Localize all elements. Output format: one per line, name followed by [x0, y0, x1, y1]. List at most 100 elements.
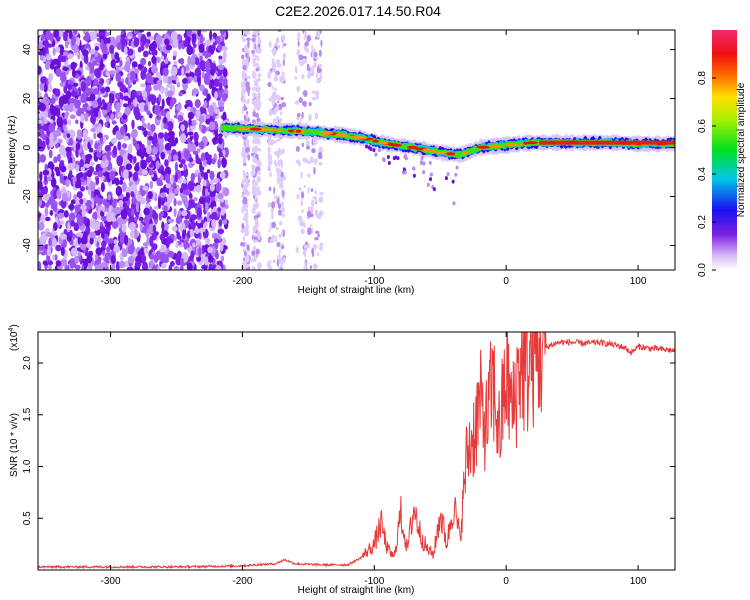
spectral-blob	[444, 176, 448, 181]
spectral-blob	[308, 114, 312, 121]
top-x-tick-label: -200	[232, 276, 252, 287]
spectral-blob	[141, 169, 148, 176]
spectral-blob	[306, 160, 312, 165]
spectral-blob	[314, 112, 319, 120]
spectral-blob	[214, 91, 218, 100]
spectral-blob	[304, 30, 308, 38]
spectral-blob	[280, 213, 286, 218]
spectral-blob	[301, 209, 304, 213]
spectral-blob	[159, 192, 167, 198]
spectral-blob	[93, 106, 100, 118]
spectral-blob	[45, 60, 51, 66]
spectral-blob	[281, 44, 285, 49]
spectral-blob	[183, 239, 188, 250]
ridge-peak	[236, 127, 247, 131]
spectral-blob	[40, 214, 46, 224]
top-y-tick-label: 0	[22, 144, 33, 150]
spectral-blob	[374, 152, 378, 157]
spectral-blob	[254, 253, 257, 259]
ridge-peak	[434, 151, 447, 155]
spectral-blob	[88, 264, 93, 270]
spectral-blob	[95, 67, 102, 79]
spectral-blob	[38, 104, 42, 110]
spectral-blob	[271, 221, 276, 229]
spectral-blob	[213, 78, 220, 88]
spectral-blob	[89, 139, 94, 145]
spectral-blob	[60, 246, 65, 256]
spectral-blob	[319, 192, 324, 196]
spectral-blob	[131, 119, 135, 130]
spectral-blob	[300, 200, 303, 207]
spectral-blob	[320, 39, 323, 48]
spectral-blob	[62, 122, 67, 131]
spectral-blob	[166, 120, 174, 132]
spectral-blob	[160, 55, 165, 60]
spectral-blob	[104, 222, 111, 229]
spectral-blob	[191, 119, 197, 127]
spectral-blob	[100, 211, 105, 217]
spectral-blob	[394, 155, 398, 160]
bottom-y-axis: 0.5 1.0 1.5 2.0	[22, 356, 675, 525]
spectral-blob	[48, 123, 56, 133]
spectral-blob	[217, 64, 224, 71]
spectral-blob	[303, 221, 306, 229]
spectral-blob	[121, 223, 127, 233]
spectral-blob	[69, 169, 73, 178]
spectral-blob	[181, 210, 188, 217]
spectral-blob	[52, 237, 57, 248]
spectral-blob	[93, 132, 97, 140]
spectral-blob	[306, 210, 312, 218]
spectral-blob	[194, 227, 200, 235]
ridge-peak	[422, 148, 431, 152]
spectral-blob	[242, 235, 245, 242]
spectral-blob	[312, 244, 318, 250]
ridge-peak	[267, 128, 278, 132]
spectral-blob	[256, 30, 261, 33]
spectral-blob	[159, 211, 165, 217]
spectral-blob	[143, 207, 150, 216]
spectral-blob	[178, 42, 182, 50]
spectral-blob	[142, 261, 149, 270]
spectral-blob	[319, 73, 323, 82]
spectral-blob	[251, 184, 256, 193]
spectral-blob	[145, 232, 150, 239]
spectral-blob	[254, 218, 258, 224]
spectral-blob	[97, 263, 104, 270]
spectral-blob	[271, 201, 276, 209]
spectral-blob	[314, 196, 318, 204]
spectral-blob	[101, 44, 108, 55]
spectral-blob	[258, 176, 261, 183]
spectral-blob	[76, 232, 83, 237]
spectral-blob	[76, 191, 83, 199]
top-x-tick-label: 100	[630, 276, 647, 287]
spectral-blob	[92, 60, 98, 66]
spectral-blob	[151, 55, 157, 64]
spectral-blob	[141, 117, 145, 124]
spectral-blob	[114, 92, 121, 100]
spectral-blob	[98, 110, 102, 120]
spectral-blob	[110, 59, 116, 69]
spectral-blob	[163, 205, 168, 212]
spectral-blob	[80, 244, 87, 251]
spectral-blob	[297, 40, 300, 47]
spectral-blob	[271, 86, 274, 90]
spectral-blob	[198, 246, 202, 257]
spectral-blob	[206, 52, 212, 58]
spectral-blob	[241, 96, 246, 103]
spectral-blob	[305, 267, 309, 270]
spectral-blob	[114, 52, 120, 60]
spectral-blob	[145, 156, 152, 163]
spectral-blob	[122, 196, 129, 202]
spectral-blob	[64, 38, 69, 49]
spectral-blob	[104, 252, 112, 260]
spectral-blob	[146, 86, 150, 98]
spectral-blob	[278, 248, 281, 255]
spectral-blob	[307, 243, 311, 249]
spectral-blob	[154, 104, 161, 116]
spectral-blob	[303, 252, 307, 258]
spectral-blob	[64, 104, 72, 112]
spectral-blob	[72, 157, 76, 163]
spectral-blob	[313, 166, 316, 175]
spectral-blob	[245, 146, 250, 154]
spectral-blob	[372, 148, 376, 153]
